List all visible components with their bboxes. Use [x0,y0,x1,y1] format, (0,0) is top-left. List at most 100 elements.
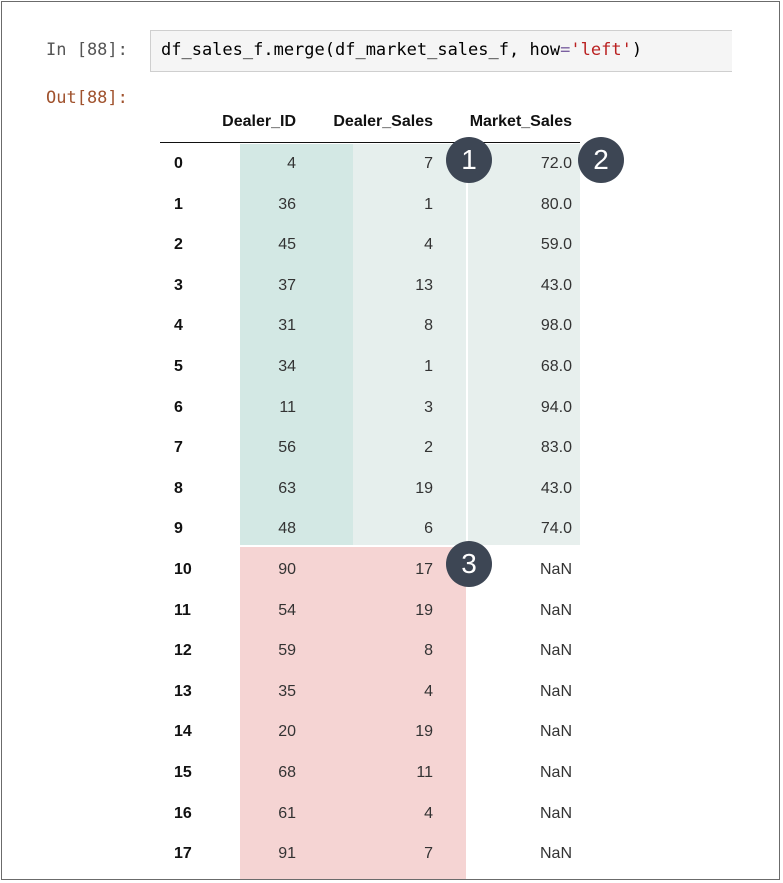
cell-dealer-id: 11 [279,398,296,416]
cell-dealer-id: 59 [278,642,296,660]
row-index: 11 [174,601,191,619]
row-index: 17 [174,845,192,863]
row-index: 1 [174,195,183,213]
cell-dealer-id: 31 [278,317,296,335]
cell-dealer-id: 56 [278,439,296,457]
annotation-badge-1: 1 [446,137,492,183]
code-cell[interactable]: df_sales_f.merge(df_market_sales_f, how=… [150,30,732,72]
cell-dealer-sales: 2 [424,439,433,457]
matched-id-band [240,144,353,545]
table-row: 3 37 13 43.0 [160,266,580,306]
row-index: 10 [174,561,192,578]
table-row: 10 90 17 NaN [160,550,580,590]
cell-dealer-id: 36 [278,195,296,213]
table-row: 14 20 19 NaN [160,712,580,752]
cell-dealer-id: 48 [278,520,296,538]
cell-dealer-id: 4 [287,155,296,172]
cell-market-sales: NaN [539,845,572,863]
cell-dealer-sales: 11 [416,764,433,781]
row-index: 8 [174,479,183,497]
cell-market-sales: NaN [539,601,572,619]
row-index: 9 [174,520,183,538]
cell-dealer-id: 63 [278,479,296,497]
cell-market-sales: 43.0 [540,479,572,497]
table-row: 1 36 1 80.0 [160,185,580,225]
cell-dealer-id: 20 [278,723,296,741]
table-row: 9 48 6 74.0 [160,509,580,549]
code-string: 'left' [570,40,632,60]
code-call: df_sales_f.merge(df_market_sales_f, how [161,40,561,60]
row-index: 14 [174,723,192,741]
cell-dealer-id: 34 [278,358,296,375]
table-row: 7 56 2 83.0 [160,428,580,468]
cell-market-sales: 94.0 [540,398,572,416]
cell-dealer-sales: 6 [424,520,433,538]
cell-market-sales: 72.0 [540,155,572,172]
code-operator: = [560,40,571,60]
annotation-badge-3: 3 [446,541,492,587]
cell-market-sales: 43.0 [540,276,572,294]
cell-dealer-id: 37 [278,276,296,294]
cell-dealer-sales: 19 [415,479,433,497]
cell-market-sales: NaN [539,804,572,822]
code-text: df_sales_f.merge(df_market_sales_f, how=… [161,40,642,60]
cell-dealer-sales: 1 [424,195,433,213]
cell-dealer-sales: 13 [415,276,433,294]
header-divider [160,142,580,143]
row-index: 15 [174,764,192,781]
cell-dealer-id: 61 [278,804,296,822]
row-index: 5 [174,358,183,375]
annotation-badge-2: 2 [578,137,624,183]
cell-dealer-id: 45 [278,236,296,254]
cell-dealer-sales: 7 [424,155,433,172]
row-index: 7 [174,439,183,457]
cell-dealer-id: 90 [278,561,296,578]
table-row: 0 4 7 72.0 [160,144,580,184]
table-row: 6 11 3 94.0 [160,388,580,428]
cell-dealer-id: 91 [278,845,296,863]
cell-dealer-sales: 19 [415,723,433,741]
cell-market-sales: NaN [539,723,572,741]
table-row: 2 45 4 59.0 [160,225,580,265]
cell-market-sales: NaN [539,642,572,660]
table-row: 4 31 8 98.0 [160,306,580,346]
row-index: 4 [174,317,183,335]
table-row: 16 61 4 NaN [160,794,580,834]
cell-market-sales: 74.0 [540,520,572,538]
cell-dealer-id: 68 [278,764,296,781]
header-dealer-id: Dealer_ID [222,113,296,130]
table-row: 5 34 1 68.0 [160,347,580,387]
matched-market-band [466,144,580,545]
cell-market-sales: 83.0 [540,439,572,457]
row-index: 12 [174,642,192,660]
output-prompt: Out[88]: [46,88,128,108]
cell-market-sales: NaN [539,682,572,700]
row-index: 13 [174,682,192,700]
code-close: ) [631,40,643,60]
input-prompt: In [88]: [46,40,128,60]
header-market-sales: Market_Sales [469,113,572,130]
row-index: 0 [174,155,183,172]
cell-dealer-sales: 1 [424,358,433,375]
cell-market-sales: 59.0 [540,236,572,254]
cell-market-sales: 68.0 [540,358,572,375]
cell-dealer-id: 54 [278,601,296,619]
cell-market-sales: 98.0 [540,317,572,335]
unmatched-band [240,547,466,879]
cell-dealer-sales: 4 [424,804,433,822]
cell-dealer-sales: 8 [424,642,433,660]
cell-dealer-id: 35 [278,682,296,700]
table-row: 8 63 19 43.0 [160,469,580,509]
cell-dealer-sales: 3 [424,398,433,416]
cell-market-sales: NaN [539,764,572,781]
matched-sales-band [353,144,466,545]
cell-dealer-sales: 17 [415,561,433,578]
header-dealer-sales: Dealer_Sales [333,113,433,130]
table-row: 12 59 8 NaN [160,631,580,671]
row-index: 16 [174,804,192,822]
cell-dealer-sales: 8 [424,317,433,335]
table-row: 11 54 19 NaN [160,591,580,631]
row-index: 3 [174,276,183,294]
cell-market-sales: 80.0 [540,195,572,213]
table-row: 15 68 11 NaN [160,753,580,793]
